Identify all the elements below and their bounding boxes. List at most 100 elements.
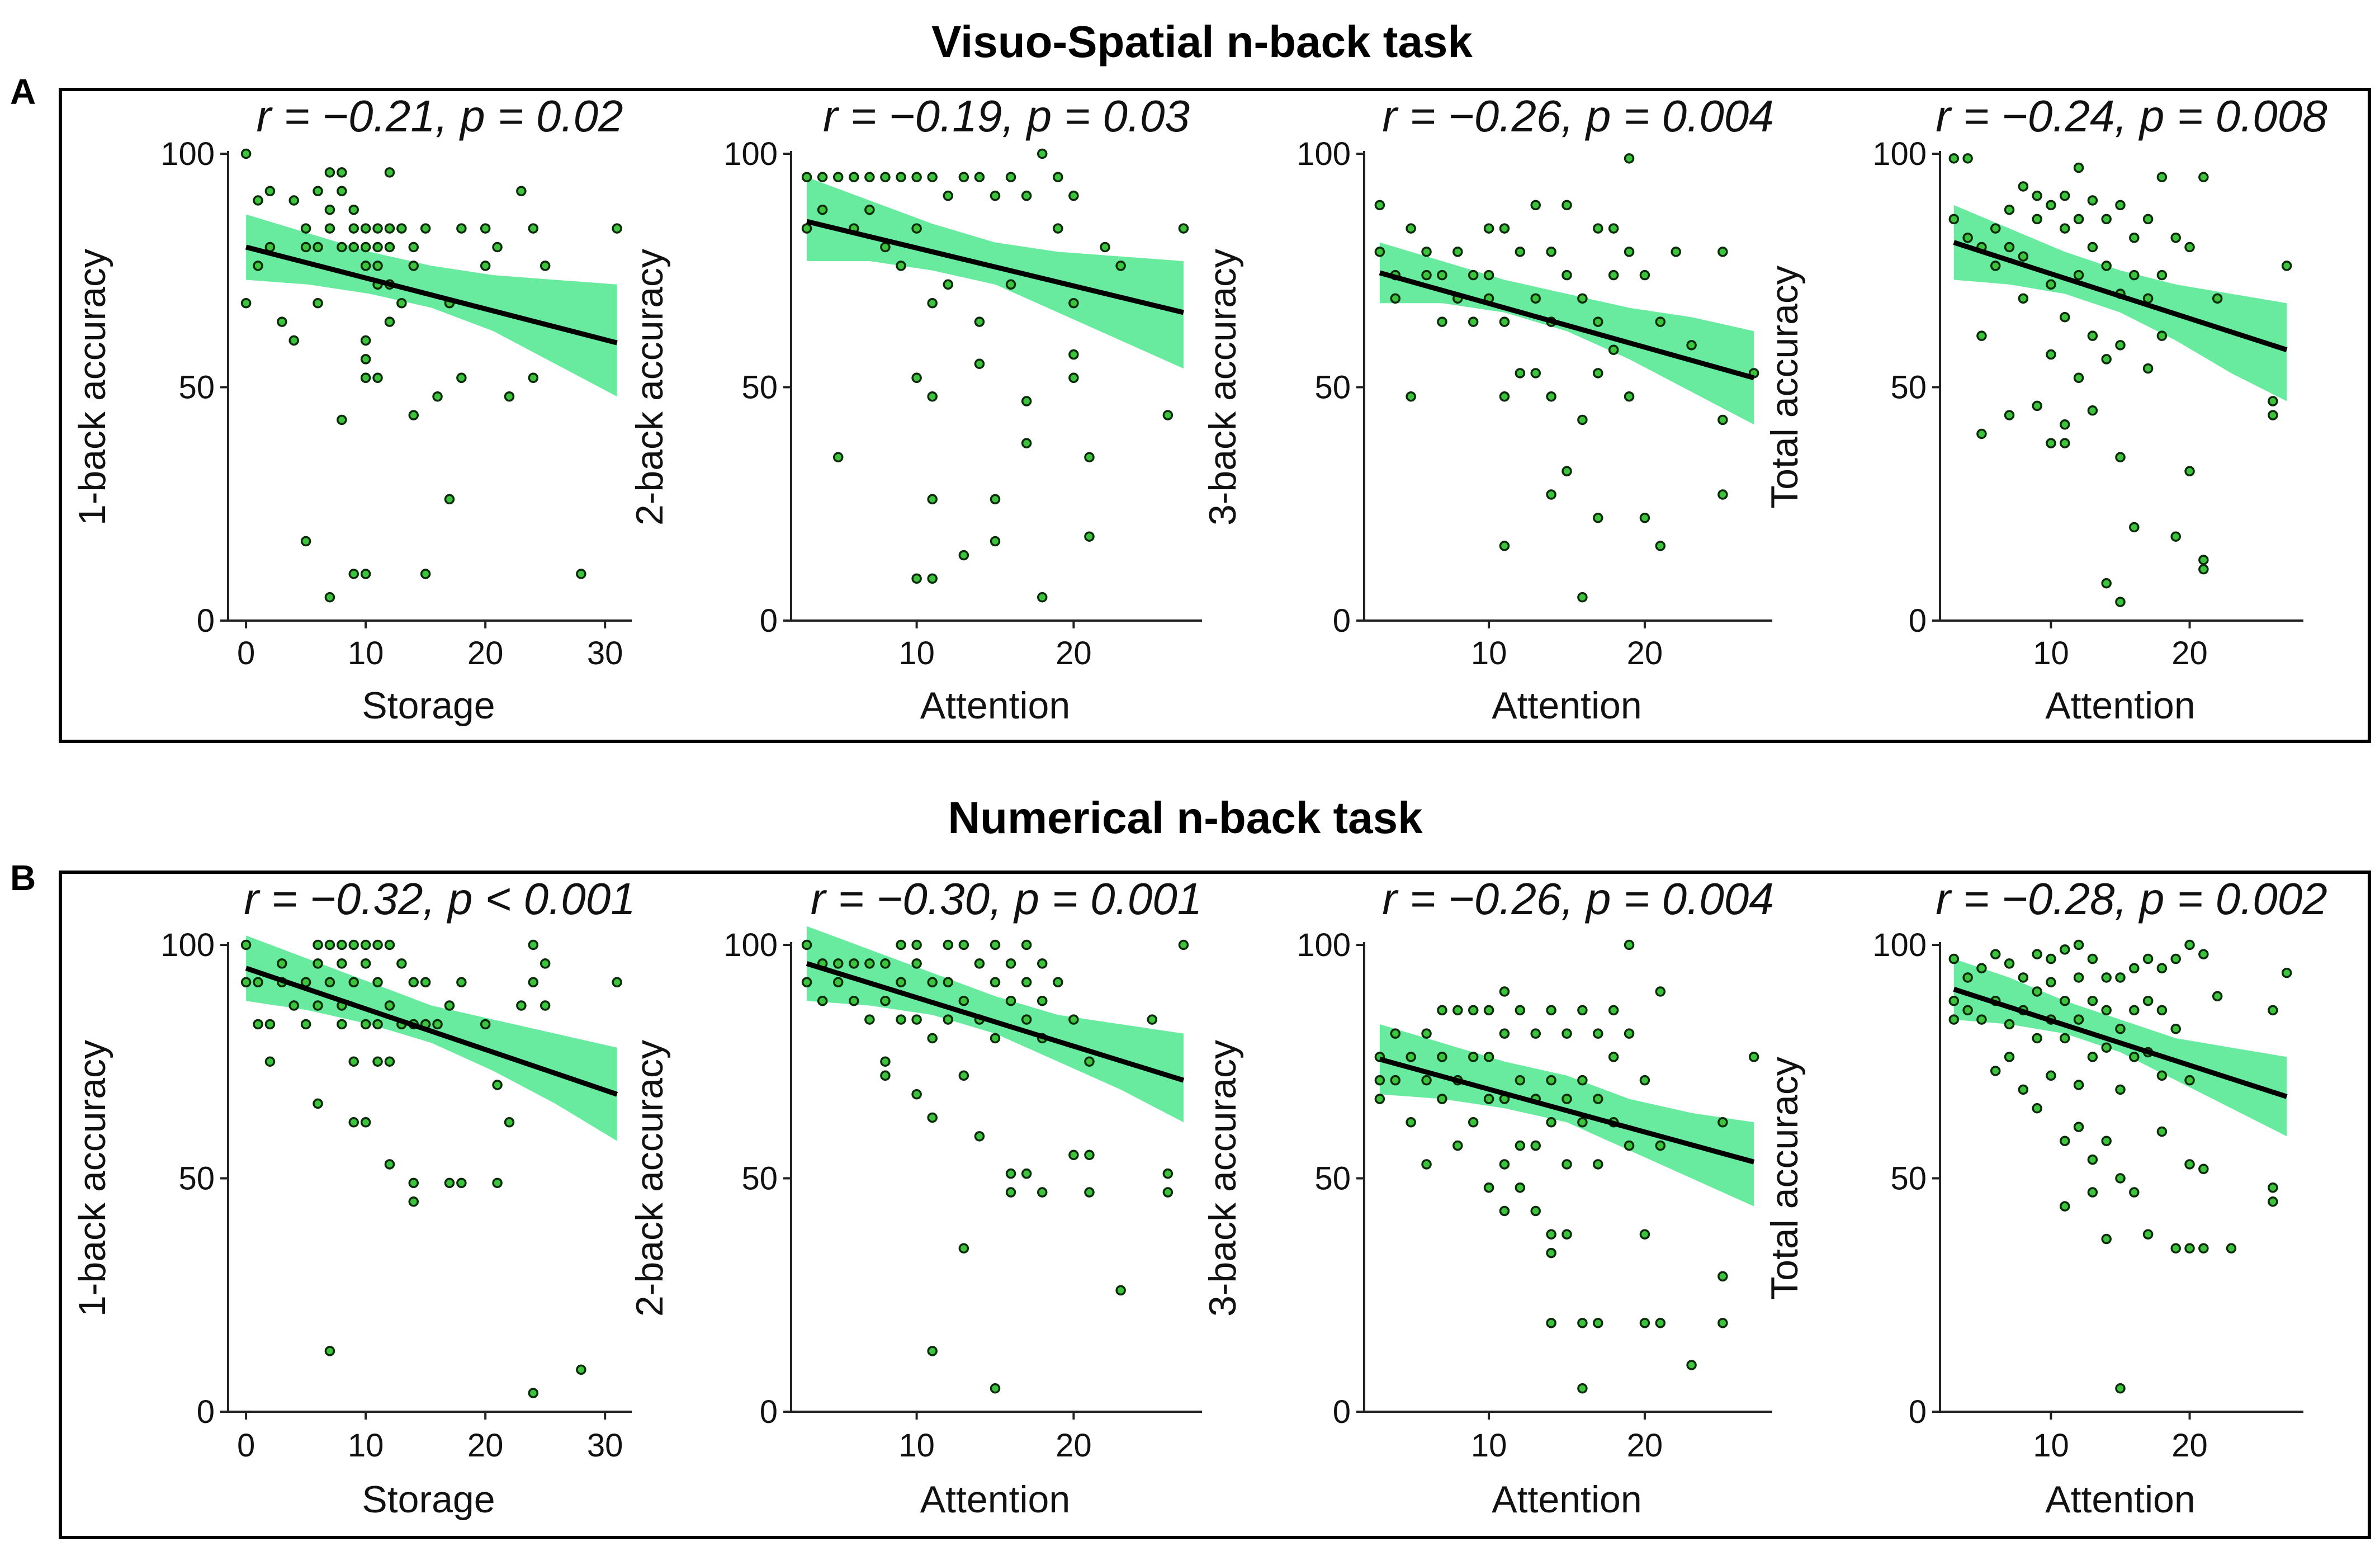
data-point bbox=[880, 1056, 891, 1067]
data-point bbox=[958, 1070, 969, 1081]
data-point bbox=[1374, 247, 1385, 257]
data-point bbox=[324, 223, 335, 234]
confidence-band bbox=[1379, 1024, 1754, 1207]
data-point bbox=[1748, 1052, 1759, 1062]
data-point bbox=[2004, 242, 2015, 253]
data-point bbox=[2073, 372, 2084, 384]
data-point bbox=[2060, 995, 2070, 1006]
data-point bbox=[2087, 405, 2098, 416]
data-point bbox=[1948, 214, 1960, 225]
section-title-visuo-spatial: Visuo-Spatial n-back task bbox=[931, 17, 1473, 67]
data-point bbox=[801, 939, 812, 950]
data-point bbox=[1499, 1159, 1510, 1170]
y-tick-label: 0 bbox=[1333, 603, 1351, 639]
data-point bbox=[360, 261, 371, 271]
data-point bbox=[2115, 972, 2126, 983]
y-tick-label: 50 bbox=[178, 370, 215, 406]
confidence-band bbox=[1953, 959, 2287, 1137]
data-point bbox=[2087, 995, 2098, 1006]
data-point bbox=[313, 939, 323, 950]
data-point bbox=[1546, 391, 1556, 402]
data-point bbox=[1608, 1052, 1619, 1062]
correlation-annotation: r = −0.26, p = 0.004 bbox=[1382, 91, 1774, 141]
data-point bbox=[990, 1383, 1001, 1394]
data-point bbox=[911, 958, 922, 969]
data-point bbox=[911, 172, 922, 182]
data-point bbox=[1990, 949, 2001, 959]
confidence-band bbox=[1953, 205, 2287, 401]
data-point bbox=[2018, 251, 2029, 262]
scatter-panel-b3: 0 50 100 10 20 r = −0.26, p = 0.004 Attention 3… bbox=[1201, 874, 1774, 1521]
data-point bbox=[1374, 1094, 1385, 1104]
data-point bbox=[1437, 316, 1447, 327]
data-point bbox=[1037, 148, 1048, 159]
data-point bbox=[1437, 1052, 1447, 1062]
data-point bbox=[324, 1346, 335, 1356]
data-point bbox=[1053, 172, 1063, 182]
data-point bbox=[313, 958, 323, 969]
scatter-panel-b1: 0 50 100 0 10 20 30 r = −0.32, p < 0.001 Storage… bbox=[71, 874, 636, 1521]
data-point bbox=[2226, 1243, 2237, 1253]
data-point bbox=[1990, 1066, 2001, 1076]
data-point bbox=[1655, 986, 1666, 997]
data-point bbox=[2101, 1136, 2112, 1146]
data-point bbox=[1499, 1205, 1510, 1217]
data-point bbox=[2268, 1196, 2278, 1207]
data-point bbox=[1468, 1117, 1479, 1128]
data-point bbox=[990, 939, 1001, 950]
y-tick-label: 50 bbox=[1890, 1161, 1927, 1197]
data-point bbox=[1005, 1168, 1016, 1179]
data-point bbox=[384, 167, 395, 178]
data-point bbox=[2156, 963, 2168, 973]
data-point bbox=[2101, 972, 2112, 983]
data-point bbox=[2073, 162, 2084, 173]
data-point bbox=[1717, 1271, 1728, 1282]
data-point bbox=[2046, 279, 2056, 290]
data-point bbox=[1452, 1140, 1463, 1151]
data-point bbox=[974, 316, 985, 327]
data-point bbox=[408, 1196, 419, 1207]
data-point bbox=[313, 1000, 323, 1011]
data-point bbox=[2281, 967, 2292, 978]
data-point bbox=[1948, 1014, 1960, 1025]
data-point bbox=[2018, 181, 2029, 192]
data-point bbox=[1624, 153, 1635, 164]
data-point bbox=[2032, 400, 2042, 411]
data-point bbox=[2101, 1005, 2112, 1016]
data-point bbox=[2060, 1033, 2070, 1044]
correlation-annotation: r = −0.21, p = 0.02 bbox=[256, 91, 623, 141]
data-point bbox=[2073, 972, 2084, 983]
correlation-annotation: r = −0.19, p = 0.03 bbox=[823, 91, 1190, 141]
regression-line bbox=[806, 219, 1184, 315]
data-point bbox=[1577, 293, 1588, 304]
data-point bbox=[2073, 269, 2084, 281]
data-point bbox=[444, 494, 455, 505]
data-point bbox=[2115, 200, 2126, 211]
data-point bbox=[1499, 986, 1510, 997]
data-point bbox=[1639, 513, 1650, 523]
data-point bbox=[1115, 261, 1126, 271]
data-point bbox=[313, 1098, 323, 1109]
data-point bbox=[337, 186, 347, 197]
data-point bbox=[1639, 269, 1650, 281]
confidence-band bbox=[246, 935, 617, 1141]
data-point bbox=[1483, 223, 1494, 234]
data-point bbox=[240, 939, 252, 950]
data-point bbox=[1390, 1028, 1401, 1039]
y-tick-label: 100 bbox=[1872, 927, 1927, 963]
data-point bbox=[2156, 1070, 2168, 1081]
data-point bbox=[1021, 438, 1032, 448]
data-point bbox=[1608, 223, 1619, 234]
data-point bbox=[1593, 513, 1603, 523]
data-point bbox=[2142, 363, 2154, 374]
scatter-panel-b2: 0 50 100 10 20 r = −0.30, p = 0.001 Attention 2… bbox=[628, 874, 1202, 1521]
x-tick-label: 20 bbox=[2171, 1427, 2208, 1464]
y-tick-label: 100 bbox=[160, 927, 215, 963]
data-point bbox=[1021, 1014, 1032, 1025]
regression-line bbox=[245, 244, 618, 346]
data-point bbox=[2073, 1014, 2084, 1025]
data-point bbox=[801, 223, 812, 234]
data-point bbox=[2115, 1383, 2126, 1394]
